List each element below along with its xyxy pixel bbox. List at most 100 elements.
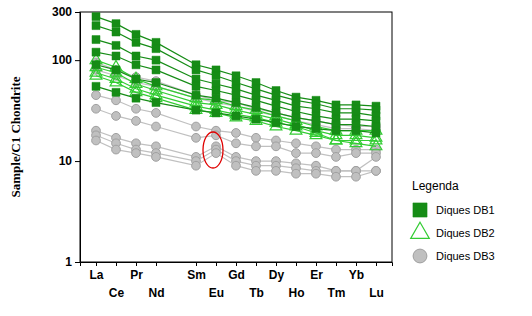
marker: [312, 117, 320, 125]
marker: [272, 109, 280, 117]
x-tick: Nd: [149, 262, 165, 300]
marker: [92, 91, 101, 100]
x-tick-mark: [316, 262, 317, 266]
marker: [92, 104, 101, 113]
marker: [132, 30, 140, 38]
marker: [292, 113, 301, 122]
highlight-ellipse: [203, 132, 223, 168]
marker: [112, 96, 121, 105]
marker: [192, 91, 200, 99]
sample-line: [96, 40, 376, 116]
marker: [152, 99, 160, 107]
marker: [232, 112, 240, 120]
marker: [192, 122, 201, 131]
marker: [92, 61, 100, 69]
marker: [252, 166, 261, 175]
sample-line: [96, 60, 376, 131]
y-tick-label: 300: [52, 5, 72, 19]
marker: [92, 36, 100, 44]
marker: [192, 82, 200, 90]
marker: [192, 133, 201, 142]
y-tick-label: 10: [59, 154, 73, 168]
marker: [252, 96, 260, 104]
marker: [192, 106, 200, 114]
x-tick-label: Er: [310, 268, 323, 282]
x-tick-label: Lu: [369, 286, 384, 300]
sample-line: [96, 140, 376, 176]
x-tick: Ce: [109, 262, 125, 300]
x-tick: Sm: [187, 262, 206, 282]
marker: [210, 94, 222, 104]
marker: [112, 145, 121, 154]
x-tick-label: Tb: [249, 286, 264, 300]
marker: [130, 72, 142, 82]
x-tick-mark: [296, 262, 297, 266]
x-tick-label: Pr: [130, 268, 143, 282]
marker: [372, 129, 380, 137]
marker: [112, 88, 120, 96]
marker: [112, 41, 120, 49]
y-tick: 100: [52, 53, 80, 67]
marker: [192, 91, 201, 100]
marker: [272, 119, 280, 127]
sample-line: [96, 131, 376, 171]
sample-line: [96, 65, 376, 127]
x-tick: Ho: [289, 262, 305, 300]
marker: [92, 136, 101, 145]
marker: [132, 104, 141, 113]
marker: [372, 166, 381, 175]
x-tick: Lu: [369, 262, 384, 300]
sample-line: [96, 86, 376, 133]
x-tick-label: Ho: [289, 286, 305, 300]
x-tick-mark: [356, 262, 357, 266]
chart: 110100300LaCePrNdSmEuGdTbDyHoErTmYbLuSam…: [0, 0, 532, 316]
sample-line: [96, 67, 376, 138]
plot-frame: [80, 12, 392, 262]
x-tick-label: Eu: [209, 286, 224, 300]
marker: [292, 149, 301, 158]
x-tick: Yb: [349, 262, 364, 282]
series: [92, 58, 381, 181]
x-tick-label: Nd: [149, 286, 165, 300]
y-tick: 300: [52, 5, 80, 19]
legend-label: Diques DB2: [436, 227, 495, 239]
marker: [312, 125, 320, 133]
marker: [92, 13, 100, 21]
marker: [212, 72, 220, 80]
x-tick: Tb: [249, 262, 264, 300]
x-tick-mark: [256, 262, 257, 266]
marker: [210, 106, 222, 116]
x-tick-mark: [116, 262, 117, 266]
y-tick-mark: [75, 12, 80, 13]
series: [90, 53, 382, 149]
marker: [292, 169, 301, 178]
legend: LegendaDiques DB1Diques DB2Diques DB3: [411, 179, 495, 263]
y-tick: 10: [59, 154, 80, 168]
marker: [352, 149, 361, 158]
marker: [230, 111, 242, 121]
marker: [90, 69, 102, 79]
marker: [252, 103, 260, 111]
marker: [310, 124, 322, 134]
sample-line: [96, 26, 376, 111]
marker: [212, 94, 220, 102]
marker: [250, 114, 262, 124]
marker: [132, 94, 140, 102]
legend-symbol: [411, 222, 430, 238]
x-tick-label: Gd: [228, 268, 245, 282]
marker: [330, 134, 342, 144]
marker: [312, 149, 321, 158]
legend-label: Diques DB3: [436, 250, 495, 262]
marker: [232, 99, 240, 107]
marker: [132, 61, 140, 69]
marker: [292, 114, 300, 122]
x-tick-label: La: [89, 268, 103, 282]
x-tick: Eu: [209, 262, 224, 300]
marker: [152, 109, 161, 118]
marker: [272, 142, 281, 151]
y-tick-label: 1: [65, 255, 72, 269]
marker: [232, 91, 240, 99]
marker: [232, 161, 241, 170]
marker: [132, 52, 140, 60]
marker: [92, 48, 100, 56]
